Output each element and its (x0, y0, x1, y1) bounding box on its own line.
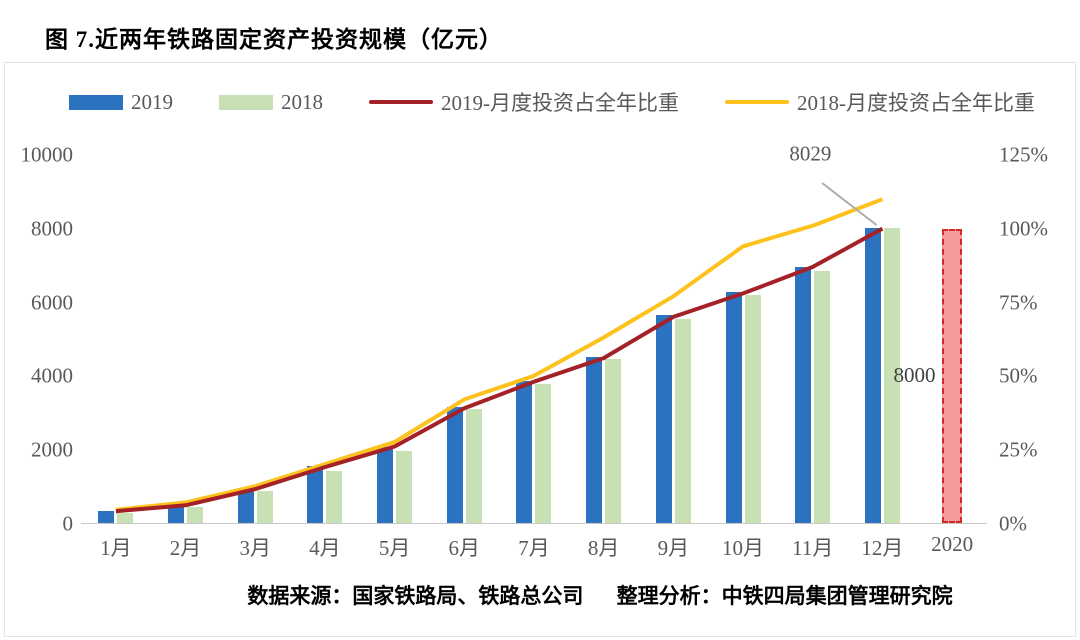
bar-2018-1月 (117, 513, 134, 523)
data-source-label: 数据来源：国家铁路局、铁路总公司 (247, 584, 584, 608)
legend-swatch-bar (219, 94, 273, 110)
month-slot-11月 (778, 155, 848, 523)
bar-2018-2月 (187, 507, 204, 523)
month-slot-4月 (290, 155, 360, 523)
legend-label: 2019 (131, 89, 173, 114)
y-right-tick-75%: 75% (999, 290, 1038, 315)
bar-2019-8月 (586, 356, 603, 523)
x-tick-2月: 2月 (169, 536, 202, 560)
x-tick-8月: 8月 (587, 536, 620, 560)
x-tick-1月: 1月 (100, 536, 132, 560)
bar-2019-6月 (446, 407, 463, 523)
legend-item-2019: 2019 (69, 90, 173, 115)
month-slot-7月 (499, 155, 569, 523)
x-axis-labels: 1月 2月 3月 4月 5月 6月 7月 8月 9月 10月 11月 12月 2020 (81, 532, 987, 562)
legend-label: 2018-月度投资占全年比重 (797, 91, 1035, 115)
x-tick-6月: 6月 (448, 536, 481, 560)
bar-plan-2020 (942, 228, 963, 523)
footer-attribution: 数据来源：国家铁路局、铁路总公司 整理分析：中铁四局集团管理研究院 (5, 580, 1075, 610)
bar-2018-4月 (326, 471, 343, 523)
month-slot-2020 (917, 155, 987, 523)
legend-swatch-line (725, 100, 789, 104)
y-right-tick-0%: 0% (999, 511, 1027, 536)
legend-swatch-bar (69, 94, 123, 110)
y-right-tick-125%: 125% (999, 142, 1048, 167)
bar-2018-12月 (883, 227, 900, 523)
month-slot-3月 (220, 155, 290, 523)
line-2018-月度投资占全年比重 (116, 199, 883, 510)
bar-2019-3月 (237, 488, 254, 523)
x-tick-4月: 4月 (309, 536, 341, 560)
y-left-tick-10000: 10000 (20, 142, 74, 167)
y-left-tick-0: 0 (62, 511, 74, 536)
annotation-8000: 8000 (893, 363, 936, 387)
y-axis-left: 0 2000 4000 6000 8000 10000 (5, 143, 81, 536)
legend-item-2018: 2018 (219, 90, 323, 115)
legend-label: 2018 (281, 89, 323, 114)
bar-2018-7月 (535, 384, 552, 523)
bar-2019-12月 (864, 227, 881, 523)
y-right-tick-25%: 25% (999, 437, 1038, 462)
month-slot-6月 (429, 155, 499, 523)
bar-2018-3月 (256, 490, 273, 523)
y-right-tick-100%: 100% (999, 216, 1048, 241)
line-series-layer (81, 155, 987, 523)
bar-2019-11月 (795, 267, 812, 523)
chart-title: 图 7.近两年铁路固定资产投资规模（亿元） (45, 27, 503, 52)
y-left-tick-4000: 4000 (31, 363, 73, 388)
bar-2018-10月 (744, 295, 761, 523)
month-slot-8月 (569, 155, 639, 523)
y-left-tick-6000: 6000 (31, 290, 73, 315)
bar-slots (81, 155, 987, 523)
bar-2018-6月 (465, 408, 482, 523)
y-axis-right: 0% 25% 50% 75% 100% 125% (987, 143, 1075, 536)
bar-2019-1月 (98, 510, 115, 523)
month-slot-10月 (708, 155, 778, 523)
legend-item-2019-月度投资占全年比重: 2019-月度投资占全年比重 (369, 87, 679, 117)
line-2019-月度投资占全年比重 (116, 229, 883, 512)
y-right-tick-50%: 50% (999, 363, 1038, 388)
bar-2018-11月 (814, 270, 831, 523)
chart-legend: 2019 2018 2019-月度投资占全年比重 2018-月度投资占全年比重 (5, 63, 1075, 115)
x-tick-10月: 10月 (722, 536, 765, 560)
x-tick-7月: 7月 (518, 536, 550, 560)
bar-2018-5月 (396, 450, 413, 523)
x-tick-11月: 11月 (792, 536, 834, 560)
chart-body: 0 2000 4000 6000 8000 10000 8029 8000 0% 25% 50… (5, 141, 1075, 536)
month-slot-12月 (848, 155, 918, 523)
bar-2019-2月 (168, 505, 185, 523)
month-slot-5月 (360, 155, 430, 523)
annotation-leader-line (822, 183, 876, 225)
bar-2019-10月 (725, 292, 742, 523)
plot-area: 8029 8000 (81, 141, 987, 524)
analysis-by-label: 整理分析：中铁四局集团管理研究院 (616, 584, 953, 608)
bar-2019-4月 (307, 465, 324, 523)
y-left-tick-8000: 8000 (31, 216, 73, 241)
legend-swatch-line (369, 100, 433, 104)
x-tick-5月: 5月 (378, 536, 411, 560)
bar-2019-5月 (377, 447, 394, 523)
annotation-8029: 8029 (789, 141, 832, 166)
bar-2019-9月 (655, 315, 672, 523)
month-slot-1月 (81, 155, 151, 523)
x-tick-12月: 12月 (861, 536, 904, 560)
x-tick-9月: 9月 (657, 536, 690, 560)
chart-frame: 2019 2018 2019-月度投资占全年比重 2018-月度投资占全年比重 0 20… (4, 62, 1076, 637)
bar-2018-9月 (674, 319, 691, 523)
legend-item-2018-月度投资占全年比重: 2018-月度投资占全年比重 (725, 87, 1035, 117)
bar-2018-8月 (605, 358, 622, 523)
legend-label: 2019-月度投资占全年比重 (441, 91, 679, 115)
month-slot-9月 (639, 155, 709, 523)
x-tick-3月: 3月 (239, 536, 271, 560)
bar-2019-7月 (516, 380, 533, 523)
month-slot-2月 (151, 155, 221, 523)
x-tick-2020: 2020 (931, 532, 974, 556)
y-left-tick-2000: 2000 (31, 437, 73, 462)
